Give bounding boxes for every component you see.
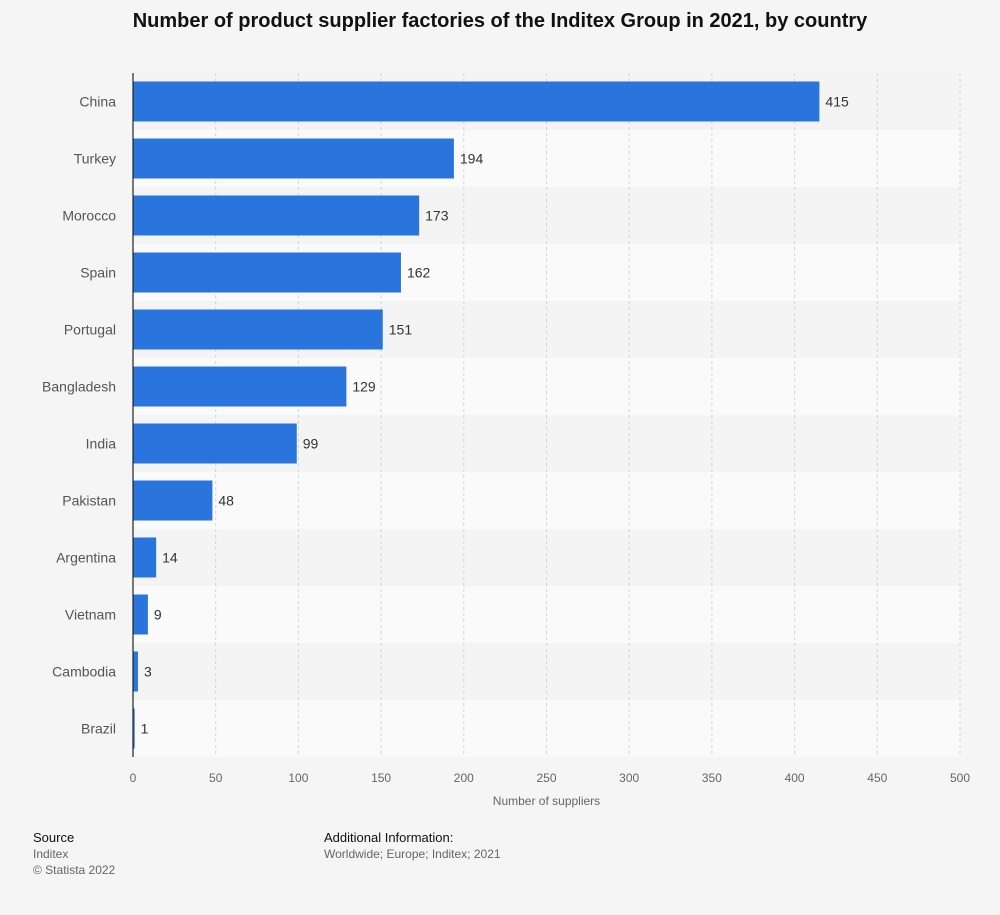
chart-title: Number of product supplier factories of … <box>132 10 868 32</box>
additional-info-text: Worldwide; Europe; Inditex; 2021 <box>324 847 501 861</box>
bar[interactable] <box>133 81 820 122</box>
x-tick-label: 100 <box>288 771 308 785</box>
value-label: 194 <box>460 151 484 167</box>
row-band <box>133 529 960 586</box>
x-tick-label: 300 <box>619 771 639 785</box>
bar[interactable] <box>133 252 401 293</box>
x-axis-title: Number of suppliers <box>493 794 600 808</box>
value-label: 415 <box>825 94 849 110</box>
bar[interactable] <box>133 138 454 179</box>
source-block: Source Inditex © Statista 2022 <box>33 830 115 878</box>
category-labels: China Turkey Morocco Spain Portugal Banglades… <box>42 94 116 737</box>
source-name[interactable]: Inditex <box>33 847 69 861</box>
value-label: 14 <box>162 550 178 566</box>
bar[interactable] <box>133 708 135 749</box>
x-tick-label: 200 <box>454 771 474 785</box>
value-label: 129 <box>352 379 376 395</box>
x-tick-label: 400 <box>785 771 805 785</box>
value-label: 162 <box>407 265 431 281</box>
value-label: 9 <box>154 607 162 623</box>
bar[interactable] <box>133 480 213 521</box>
x-tick-label: 0 <box>130 771 137 785</box>
gridlines <box>215 73 961 757</box>
value-label: 151 <box>389 322 413 338</box>
category-label: India <box>86 436 117 452</box>
category-label: Portugal <box>64 322 116 338</box>
x-tick-label: 250 <box>536 771 556 785</box>
x-tick-label: 150 <box>371 771 391 785</box>
x-tick-label: 500 <box>950 771 970 785</box>
value-label: 3 <box>144 664 152 680</box>
category-label: Bangladesh <box>42 379 116 395</box>
copyright-text[interactable]: © Statista 2022 <box>33 863 116 877</box>
category-label: Argentina <box>56 550 116 566</box>
additional-info-block: Additional Information: Worldwide; Europ… <box>324 830 501 862</box>
category-label: Morocco <box>62 208 116 224</box>
category-label: Vietnam <box>65 607 116 623</box>
category-label: Spain <box>80 265 116 281</box>
value-label: 1 <box>141 721 149 737</box>
category-label: Cambodia <box>52 664 116 680</box>
bar[interactable] <box>133 537 157 578</box>
bar[interactable] <box>133 594 148 635</box>
value-label: 48 <box>218 493 234 509</box>
category-label: Brazil <box>81 721 116 737</box>
bars <box>133 81 820 749</box>
value-labels: 415 194 173 162 151 129 99 48 14 9 3 1 <box>141 94 849 737</box>
category-label: Pakistan <box>62 493 116 509</box>
value-label: 173 <box>425 208 449 224</box>
category-label: Turkey <box>74 151 116 167</box>
bar[interactable] <box>133 366 347 407</box>
bar[interactable] <box>133 195 420 236</box>
x-tick-label: 50 <box>209 771 223 785</box>
bar[interactable] <box>133 309 383 350</box>
source-heading: Source <box>33 830 75 845</box>
x-tick-label: 450 <box>867 771 887 785</box>
row-band <box>133 643 960 700</box>
bar[interactable] <box>133 423 297 464</box>
additional-info-heading[interactable]: Additional Information: <box>324 830 454 845</box>
x-tick-label: 350 <box>702 771 722 785</box>
bar[interactable] <box>133 651 138 692</box>
value-label: 99 <box>303 436 319 452</box>
x-tick-labels: 0 50 100 150 200 250 300 350 400 450 500 <box>130 771 971 785</box>
category-label: China <box>79 94 116 110</box>
